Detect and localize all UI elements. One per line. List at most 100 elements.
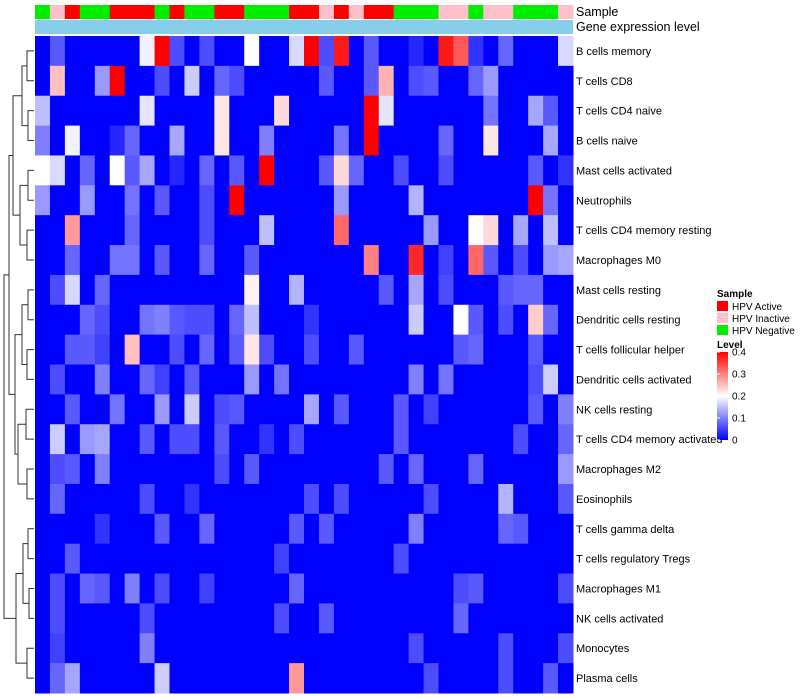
heatmap-cell xyxy=(483,454,499,485)
heatmap-cell xyxy=(229,543,245,575)
heatmap-cell xyxy=(154,36,170,67)
heatmap-cell xyxy=(79,215,96,246)
heatmap-cell xyxy=(154,125,170,156)
heatmap-cell xyxy=(528,603,544,634)
heatmap-cell xyxy=(94,663,111,694)
heatmap-cell xyxy=(423,65,439,97)
heatmap-cell xyxy=(318,334,335,365)
heatmap-cell xyxy=(49,454,66,485)
heatmap-cell xyxy=(318,573,335,604)
heatmap-cell xyxy=(64,125,81,156)
heatmap-cell xyxy=(169,633,185,664)
heatmap-cell xyxy=(259,513,275,545)
heatmap-cell xyxy=(109,36,126,67)
legend-level-tick-label: 0.2 xyxy=(732,392,746,403)
heatmap-cell xyxy=(94,36,111,67)
sample-annotation-cell xyxy=(318,5,335,19)
heatmap-cell xyxy=(498,65,514,97)
dendrogram-branch xyxy=(15,573,27,664)
heatmap-cell xyxy=(169,155,185,186)
heatmap-cell xyxy=(259,454,275,485)
heatmap-cell xyxy=(289,304,305,336)
heatmap-cell xyxy=(94,603,111,634)
heatmap-cell xyxy=(438,573,454,604)
heatmap-cell xyxy=(498,36,514,67)
heatmap-cell xyxy=(244,215,260,246)
heatmap-cell xyxy=(408,185,425,216)
heatmap-cell xyxy=(139,663,156,694)
heatmap-cell xyxy=(423,155,439,186)
row-label: Macrophages M1 xyxy=(576,583,661,595)
heatmap-cell xyxy=(49,424,66,455)
heatmap-cell xyxy=(378,334,395,365)
row-dendrogram xyxy=(3,50,34,679)
heatmap-cell xyxy=(49,304,66,336)
sample-annotation-bar xyxy=(35,5,574,19)
heatmap-cell xyxy=(304,334,320,365)
heatmap-cell xyxy=(229,573,245,604)
heatmap-cell xyxy=(274,603,290,634)
heatmap-cell xyxy=(528,633,544,664)
heatmap-cell xyxy=(214,543,230,575)
heatmap-cell xyxy=(289,513,305,545)
heatmap-cell xyxy=(274,65,290,97)
sample-annotation-cell xyxy=(169,5,185,19)
row-label: T cells gamma delta xyxy=(576,524,675,536)
heatmap-cell xyxy=(558,483,574,515)
heatmap-cell xyxy=(304,36,320,67)
row-label: Dendritic cells activated xyxy=(576,374,692,386)
legend-label-negative: HPV Negative xyxy=(732,326,795,337)
heatmap-cell xyxy=(259,543,275,575)
heatmap-cell xyxy=(333,274,350,306)
heatmap-cell xyxy=(513,663,529,694)
heatmap-cell xyxy=(558,334,574,365)
heatmap-cell xyxy=(124,364,141,395)
heatmap-cell xyxy=(64,513,81,545)
heatmap-cell xyxy=(199,155,215,186)
heatmap-cell xyxy=(124,454,141,485)
heatmap-cell xyxy=(154,394,170,425)
heatmap-cell xyxy=(468,424,484,455)
heatmap-cell xyxy=(378,603,395,634)
heatmap-cell xyxy=(318,185,335,216)
heatmap-cell xyxy=(109,155,126,186)
heatmap-cell xyxy=(274,215,290,246)
heatmap-cell xyxy=(483,274,499,306)
heatmap-cell xyxy=(169,543,185,575)
heatmap-cell xyxy=(259,603,275,634)
heatmap-cell xyxy=(558,304,574,336)
heatmap-cell xyxy=(259,424,275,455)
heatmap-cell xyxy=(378,36,395,67)
heatmap-cell xyxy=(49,513,66,545)
heatmap-cell xyxy=(124,513,141,545)
heatmap-cell xyxy=(348,274,365,306)
heatmap-cell xyxy=(244,394,260,425)
heatmap-cell xyxy=(438,245,454,276)
heatmap-cell xyxy=(438,215,454,246)
heatmap-cell xyxy=(169,424,185,455)
heatmap-cell xyxy=(229,304,245,336)
heatmap-cell xyxy=(483,424,499,455)
heatmap-cell xyxy=(468,483,484,515)
heatmap-cell xyxy=(468,663,484,694)
heatmap-cell xyxy=(513,245,529,276)
heatmap-cell xyxy=(468,245,484,276)
heatmap-cell xyxy=(64,304,81,336)
heatmap-cell xyxy=(124,65,141,97)
heatmap-cell xyxy=(408,424,425,455)
heatmap-cell xyxy=(333,573,350,604)
heatmap-cell xyxy=(438,454,454,485)
heatmap-cell xyxy=(378,513,395,545)
heatmap-cell xyxy=(348,424,365,455)
heatmap-cell xyxy=(35,633,51,664)
heatmap-cell xyxy=(498,603,514,634)
heatmap-cell xyxy=(438,513,454,545)
heatmap-cell xyxy=(139,185,156,216)
heatmap-cell xyxy=(259,215,275,246)
heatmap-cell xyxy=(169,394,185,425)
heatmap-cell xyxy=(64,364,81,395)
heatmap-cell xyxy=(259,155,275,186)
heatmap-cell xyxy=(513,334,529,365)
heatmap-cell xyxy=(94,155,111,186)
heatmap-cell xyxy=(378,454,395,485)
